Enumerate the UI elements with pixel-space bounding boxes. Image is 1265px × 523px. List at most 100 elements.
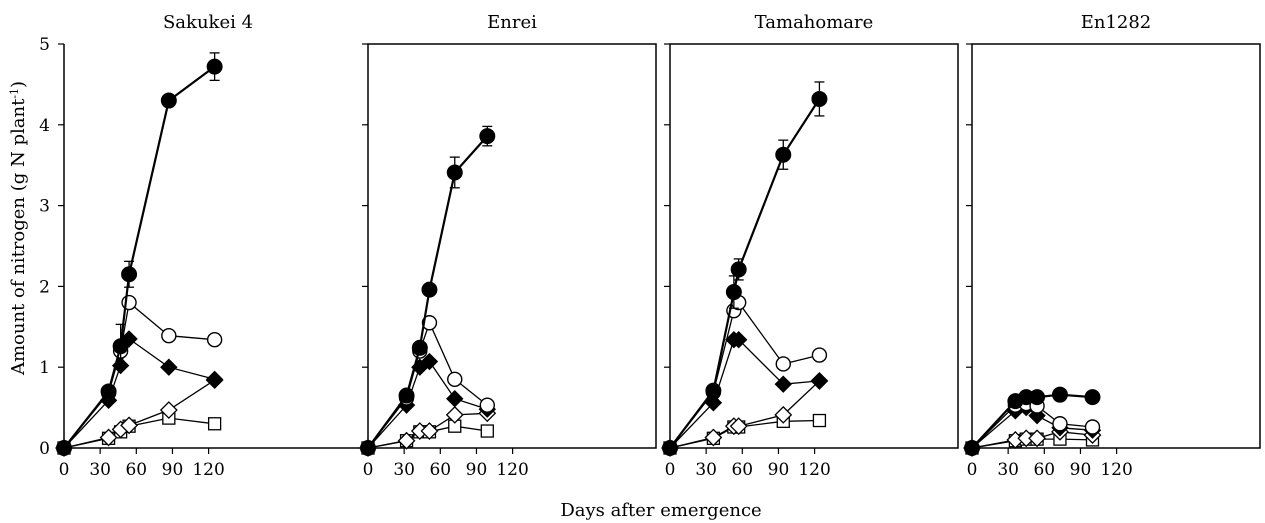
data-point-filled-circle [56,440,72,456]
panel-3: En1282 0 30 60 90 120 [963,12,1261,480]
data-point-open-circle [811,347,828,363]
series-line-open-circle [63,301,215,449]
data-point-open-circle [447,371,463,388]
y-tick-label: 3 [39,197,50,217]
data-point-filled-circle [705,382,722,399]
data-point-open-diamond [445,405,464,424]
x-tick-label: 60 [731,460,753,480]
x-tick-label: 0 [665,460,676,480]
x-tick-label: 30 [393,460,415,480]
x-tick-label: 30 [695,460,717,480]
data-point-filled-circle [112,338,129,355]
data-point-filled-circle [160,92,177,109]
data-point-open-diamond [420,422,439,440]
data-point-filled-circle [446,164,463,181]
data-point-open-diamond [774,405,793,424]
x-tick-label: 120 [1100,460,1132,480]
data-point-open-diamond [397,431,416,450]
panel-title: En1282 [1081,12,1152,33]
x-tick-label: 30 [997,460,1019,480]
data-point-filled-diamond [729,331,748,349]
data-point-open-square [480,424,494,438]
data-point-filled-circle [411,339,428,356]
panel-title: Enrei [487,12,537,33]
data-point-filled-circle [421,281,438,298]
data-point-filled-circle [398,387,415,404]
panel-0: Sakukei 4 0 1 2 3 4 5 0 30 60 90 120 [39,12,362,480]
data-point-filled-circle [811,90,828,107]
x-tick-label: 60 [1033,460,1055,480]
x-axis-title: Days after emergence [560,500,761,521]
data-point-filled-circle [360,440,376,456]
series-line-filled-diamond [63,337,215,449]
data-point-open-diamond [120,416,138,435]
x-tick-label: 0 [363,460,374,480]
y-axis-title: Amount of nitrogen (g N plant-1) [8,81,30,376]
y-axis-title-superscript: -1 [8,88,21,99]
y-tick-label: 1 [39,358,50,378]
y-tick-label: 2 [39,277,50,297]
panels-layer: Sakukei 4 0 1 2 3 4 5 0 30 60 90 120 Enrei 0 30 60 90 120… [39,12,1261,480]
data-point-filled-circle [1029,389,1046,406]
data-point-filled-diamond [810,372,829,390]
x-tick-label: 120 [496,460,528,480]
panel-title: Sakukei 4 [163,12,253,33]
x-tick-label: 60 [125,460,147,480]
data-point-open-circle [1084,419,1101,435]
x-tick-label: 120 [192,460,224,480]
data-point-open-square [207,417,222,431]
series-line-open-diamond [669,380,820,449]
data-point-filled-diamond [205,370,224,389]
y-tick-label: 5 [39,35,50,55]
data-point-filled-circle [479,128,496,145]
data-point-filled-circle [730,261,747,278]
x-tick-label: 90 [466,460,488,480]
panel-title: Tamahomare [755,12,874,33]
data-point-filled-diamond [446,390,464,408]
series-line-open-square [63,417,215,449]
data-point-open-circle [161,327,177,344]
data-point-open-diamond [729,417,748,436]
series-line-filled-circle [63,65,216,449]
panel-frame [971,43,1261,449]
data-point-open-square [812,413,827,428]
data-point-open-diamond [704,428,723,447]
data-point-open-diamond [159,401,178,419]
y-tick-label: 0 [39,439,50,459]
data-point-filled-circle [1084,389,1101,406]
data-point-open-circle [775,356,791,372]
series-line-filled-circle [669,98,821,449]
data-point-filled-circle [725,284,742,301]
data-point-open-diamond [1028,429,1046,448]
x-tick-label: 60 [429,460,451,480]
data-point-filled-diamond [160,358,178,376]
data-point-filled-circle [1051,386,1068,403]
y-tick-label: 4 [39,116,50,136]
x-tick-label: 120 [798,460,830,480]
data-point-filled-circle [100,383,117,400]
data-point-open-circle [421,315,438,331]
data-point-filled-circle [775,146,792,163]
data-point-filled-diamond [774,375,792,393]
data-point-open-diamond [99,428,118,447]
x-tick-label: 30 [89,460,111,480]
x-tick-label: 0 [967,460,978,480]
x-tick-label: 90 [1070,460,1092,480]
data-point-open-circle [1052,416,1068,432]
x-tick-label: 90 [162,460,184,480]
x-tick-label: 0 [59,460,70,480]
data-point-filled-circle [121,266,138,283]
panel-frame [367,43,657,449]
x-tick-label: 90 [768,460,790,480]
data-point-filled-diamond [420,352,439,371]
data-point-filled-circle [662,440,678,456]
series-line-filled-circle [367,135,489,449]
data-point-open-circle [206,332,223,348]
data-point-open-circle [479,397,495,413]
panel-1: Enrei 0 30 60 90 120 [359,12,657,480]
panel-2: Tamahomare 0 30 60 90 120 [661,12,959,480]
data-point-filled-circle [964,440,980,456]
series-line-open-diamond [63,379,215,449]
data-point-filled-circle [206,58,223,75]
